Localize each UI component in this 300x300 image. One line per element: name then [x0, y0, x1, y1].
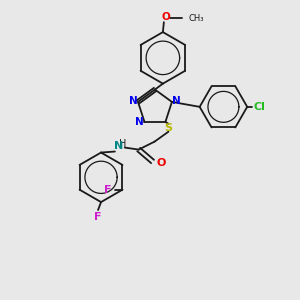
Text: F: F — [94, 212, 102, 222]
Text: N: N — [172, 96, 180, 106]
Text: H: H — [119, 139, 127, 148]
Text: N: N — [135, 117, 144, 127]
Text: O: O — [161, 12, 170, 22]
Text: F: F — [104, 185, 111, 195]
Text: O: O — [157, 158, 166, 168]
Text: CH₃: CH₃ — [189, 14, 204, 23]
Text: N: N — [114, 141, 124, 151]
Text: S: S — [164, 123, 172, 133]
Text: Cl: Cl — [253, 102, 265, 112]
Text: N: N — [129, 96, 137, 106]
